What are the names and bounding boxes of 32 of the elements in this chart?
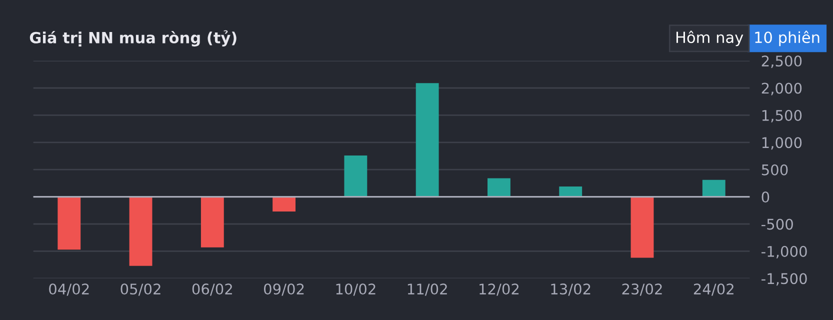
bar <box>488 178 510 197</box>
x-tick-label: 06/02 <box>192 284 232 296</box>
x-tick-label: 12/02 <box>480 284 519 296</box>
x-tick-label: 24/02 <box>694 284 734 296</box>
y-tick-label: -500 <box>762 218 793 230</box>
chart-title: Giá trị NN mua ròng (tỷ) <box>30 30 236 46</box>
bar <box>559 186 582 197</box>
bar <box>129 196 152 266</box>
y-tick-label: 1,000 <box>762 137 802 150</box>
y-tick-label: -1,000 <box>762 246 807 258</box>
y-tick-label: 500 <box>762 164 788 176</box>
y-tick-label: 2,000 <box>762 82 802 96</box>
x-tick-label: 05/02 <box>120 284 160 296</box>
x-tick-label: 04/02 <box>49 284 89 296</box>
text: Hôm nay <box>676 30 744 46</box>
bar <box>702 180 726 197</box>
bar <box>200 196 224 248</box>
y-tick-label: 2,500 <box>762 56 802 68</box>
x-tick-label: 23/02 <box>622 284 662 296</box>
x-tick-label: 09/02 <box>264 284 304 296</box>
bar <box>58 196 81 250</box>
bar <box>344 155 368 197</box>
bar <box>630 196 654 258</box>
y-tick-label: 0 <box>762 192 770 203</box>
bar <box>272 196 296 212</box>
bar <box>416 83 439 197</box>
text: 10 phiên <box>755 30 820 46</box>
x-tick-label: 13/02 <box>551 284 590 296</box>
y-tick-label: 1,500 <box>762 110 802 122</box>
x-tick-label: 11/02 <box>408 284 447 296</box>
x-tick-label: 10/02 <box>336 284 376 296</box>
y-tick-label: -1,500 <box>762 273 807 286</box>
